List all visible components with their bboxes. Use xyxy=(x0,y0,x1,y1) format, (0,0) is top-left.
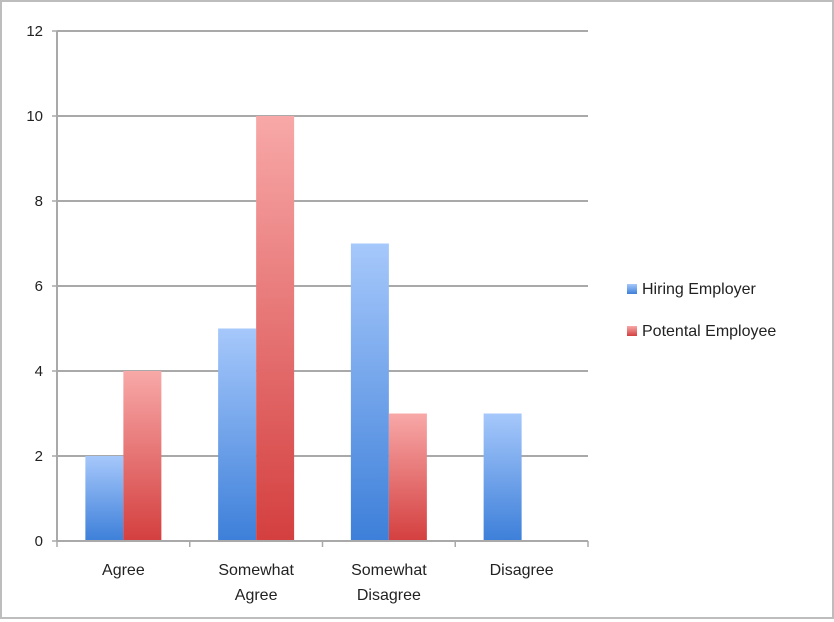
x-axis-labels: Agree Somewhat Agree Somewhat Disagree Disagr… xyxy=(102,562,554,604)
x-category-label: Somewhat xyxy=(351,562,427,579)
y-tick-label: 6 xyxy=(35,278,43,295)
legend-label: Hiring Employer xyxy=(642,281,756,298)
y-tick-label: 0 xyxy=(35,533,43,550)
y-axis-ticks: 0 2 4 6 8 10 12 xyxy=(26,23,57,550)
legend-label: Potental Employee xyxy=(642,323,776,340)
bar-hiring-employer xyxy=(483,413,522,541)
x-category-label: Agree xyxy=(102,562,145,579)
legend-swatch xyxy=(627,284,637,294)
y-tick-label: 12 xyxy=(26,23,43,40)
bar-potental-employee xyxy=(123,371,162,541)
bars xyxy=(85,116,522,541)
x-category-label: Disagree xyxy=(357,587,421,604)
y-tick-label: 2 xyxy=(35,448,43,465)
bar-hiring-employer xyxy=(85,456,124,541)
x-category-label: Somewhat xyxy=(218,562,294,579)
legend-swatch xyxy=(627,326,637,336)
bar-hiring-employer xyxy=(350,243,389,541)
x-category-label: Disagree xyxy=(490,562,554,579)
y-tick-label: 10 xyxy=(26,108,43,125)
bar-potental-employee xyxy=(256,116,295,541)
axes xyxy=(56,31,589,547)
x-category-label: Agree xyxy=(235,587,278,604)
legend: Hiring Employer Potental Employee xyxy=(627,281,776,340)
bar-hiring-employer xyxy=(218,328,257,541)
y-tick-label: 8 xyxy=(35,193,43,210)
bar-potental-employee xyxy=(388,413,427,541)
y-tick-label: 4 xyxy=(35,363,43,380)
